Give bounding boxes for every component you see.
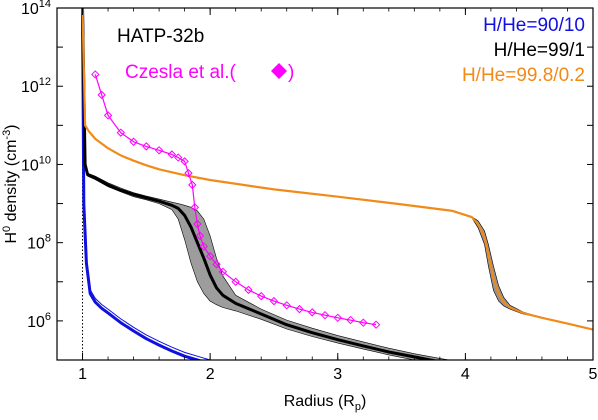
czesla-point <box>218 267 228 277</box>
czesla-point <box>188 180 197 190</box>
czesla-markers <box>91 70 381 329</box>
x-tick-label: 3 <box>333 366 342 383</box>
legend-item-99-8: H/He=99.8/0.2 <box>462 65 585 86</box>
czesla-point <box>167 150 177 159</box>
czesla-point <box>184 168 193 178</box>
czesla-annotation: Czesla et al.( ) <box>125 62 294 83</box>
czesla-point <box>91 70 100 79</box>
czesla-point <box>142 142 151 151</box>
y-axis-label: H0 density (cm-3) <box>1 124 20 243</box>
x-tick-label: 5 <box>589 366 598 383</box>
czesla-point <box>231 277 240 286</box>
czesla-label: Czesla et al.( <box>125 62 237 83</box>
czesla-point <box>205 252 215 261</box>
plot-frame <box>56 7 594 361</box>
czesla-point <box>371 320 381 329</box>
czesla-point <box>154 146 164 155</box>
legend-item-90-10: H/He=90/10 <box>483 15 585 36</box>
czesla-point <box>244 285 253 295</box>
x-tick-label: 4 <box>461 366 470 383</box>
legend-item-99-1: H/He=99/1 <box>494 40 585 61</box>
czesla-point <box>359 318 368 327</box>
czesla-point <box>103 111 113 120</box>
czesla-point <box>333 313 342 322</box>
y-tick-label: 1010 <box>21 154 51 174</box>
y-tick-label: 108 <box>27 233 51 253</box>
y-tick-label: 1014 <box>21 0 51 18</box>
series-lines <box>81 8 593 360</box>
axis-ticks: 1 2 3 4 5 106 108 1010 1012 1014 <box>21 0 598 383</box>
x-axis-label: Radius (Rp) <box>284 393 367 413</box>
czesla-point <box>256 291 266 301</box>
czesla-point <box>282 301 291 310</box>
svg-text:Czesla et al.(: Czesla et al.( <box>125 62 237 83</box>
chart-title: HATP-32b <box>117 26 204 47</box>
czesla-point <box>129 137 138 146</box>
y-tick-label: 106 <box>27 311 51 331</box>
czesla-diamond-icon <box>271 63 287 79</box>
series-line-0-edge <box>82 8 212 360</box>
x-tick-label: 2 <box>206 366 215 383</box>
series-line-1 <box>81 8 439 360</box>
czesla-point <box>174 153 183 162</box>
series-line-3 <box>94 74 377 326</box>
series-line-2 <box>81 8 593 331</box>
czesla-point <box>308 308 317 317</box>
y-tick-label: 1012 <box>21 76 51 96</box>
legend: H/He=90/10 H/He=99/1 H/He=99.8/0.2 <box>462 15 585 86</box>
czesla-close: ) <box>288 62 294 83</box>
band-1 <box>82 8 451 360</box>
czesla-point <box>199 242 208 251</box>
czesla-point <box>195 231 205 240</box>
x-tick-label: 1 <box>78 366 87 383</box>
czesla-point <box>97 90 106 100</box>
czesla-point <box>180 157 189 166</box>
czesla-point <box>193 219 202 229</box>
czesla-point <box>346 315 355 325</box>
czesla-point <box>116 128 126 137</box>
czesla-point <box>269 296 279 306</box>
czesla-point <box>190 203 200 212</box>
czesla-point <box>295 304 304 314</box>
czesla-point <box>320 310 330 320</box>
czesla-point <box>212 260 221 269</box>
